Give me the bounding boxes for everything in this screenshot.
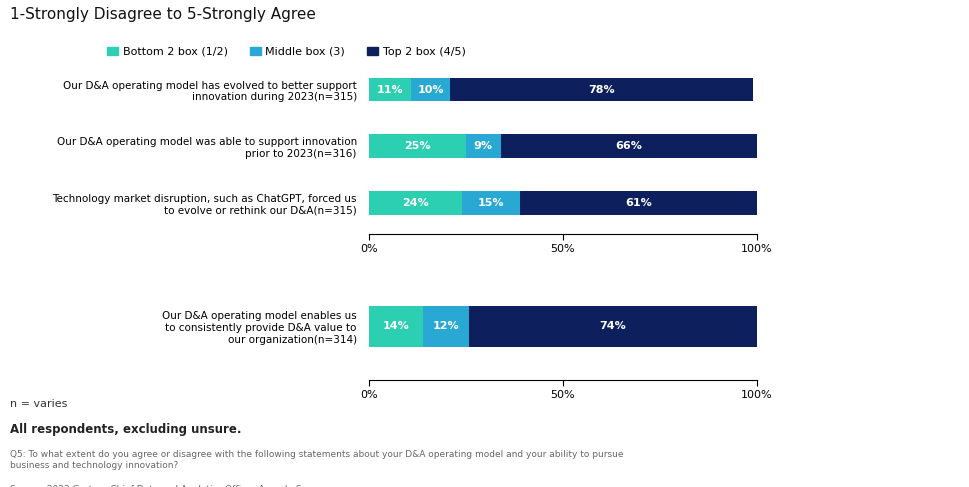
Text: 9%: 9% [473, 141, 492, 151]
Bar [368, 306, 422, 347]
Text: 74%: 74% [599, 321, 626, 331]
Bar [519, 191, 756, 215]
Bar [422, 306, 469, 347]
Bar [469, 306, 756, 347]
Text: Q5: To what extent do you agree or disagree with the following statements about : Q5: To what extent do you agree or disag… [10, 450, 622, 470]
Text: 24%: 24% [401, 198, 428, 207]
Text: 61%: 61% [624, 198, 651, 207]
Bar [500, 134, 756, 158]
Bar [368, 191, 461, 215]
Text: Source: 2023 Gartner Chief Data and Analytics Officer Agenda Survey: Source: 2023 Gartner Chief Data and Anal… [10, 485, 327, 487]
Bar [461, 191, 519, 215]
Text: 10%: 10% [417, 85, 444, 94]
Bar [368, 77, 411, 101]
Text: 15%: 15% [477, 198, 504, 207]
Text: 1-Strongly Disagree to 5-Strongly Agree: 1-Strongly Disagree to 5-Strongly Agree [10, 7, 315, 22]
Legend: Bottom 2 box (1/2), Middle box (3), Top 2 box (4/5): Bottom 2 box (1/2), Middle box (3), Top … [103, 42, 470, 61]
Text: 12%: 12% [432, 321, 459, 331]
Bar [368, 134, 465, 158]
Text: All respondents, excluding unsure.: All respondents, excluding unsure. [10, 423, 241, 436]
Text: 66%: 66% [614, 141, 641, 151]
Bar [411, 77, 450, 101]
Bar [465, 134, 500, 158]
Text: 78%: 78% [587, 85, 614, 94]
Text: 11%: 11% [376, 85, 403, 94]
Text: 14%: 14% [382, 321, 409, 331]
Text: n = varies: n = varies [10, 399, 67, 410]
Text: 25%: 25% [403, 141, 430, 151]
Bar [450, 77, 752, 101]
